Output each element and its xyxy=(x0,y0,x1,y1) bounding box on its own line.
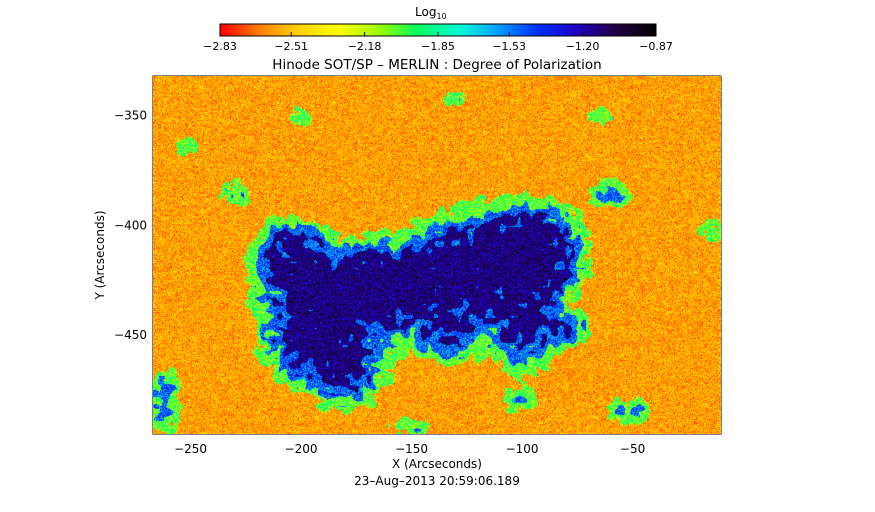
x-axis-label: X (Arcseconds) xyxy=(392,457,482,471)
x-tick-label: −50 xyxy=(620,442,645,456)
colorbar-tick-label: −1.85 xyxy=(421,40,455,53)
polarization-map xyxy=(153,76,721,434)
y-tick-label: −350 xyxy=(114,109,147,123)
chart-title: Hinode SOT/SP – MERLIN : Degree of Polar… xyxy=(272,57,601,73)
colorbar-label: Log10 xyxy=(415,5,447,21)
timestamp: 23–Aug–2013 20:59:06.189 xyxy=(354,474,520,488)
y-axis-label: Y (Arcseconds) xyxy=(93,210,107,300)
colorbar-tick-label: −2.18 xyxy=(348,40,382,53)
colorbar-tick-label: −0.87 xyxy=(639,40,673,53)
colorbar-tick-label: −2.83 xyxy=(203,40,237,53)
x-tick-label: −150 xyxy=(395,442,428,456)
colorbar-ticks: −2.83 −2.51 −2.18 −1.85 −1.53 −1.20 −0.87 xyxy=(203,32,673,53)
colorbar-tick-label: −1.20 xyxy=(566,40,600,53)
y-tick-label: −400 xyxy=(114,218,147,232)
y-tick-label: −450 xyxy=(114,328,147,342)
colorbar-tick-label: −2.51 xyxy=(274,40,308,53)
x-tick-label: −200 xyxy=(285,442,318,456)
x-tick-label: −250 xyxy=(174,442,207,456)
x-tick-label: −100 xyxy=(506,442,539,456)
colorbar-tick-label: −1.53 xyxy=(492,40,526,53)
